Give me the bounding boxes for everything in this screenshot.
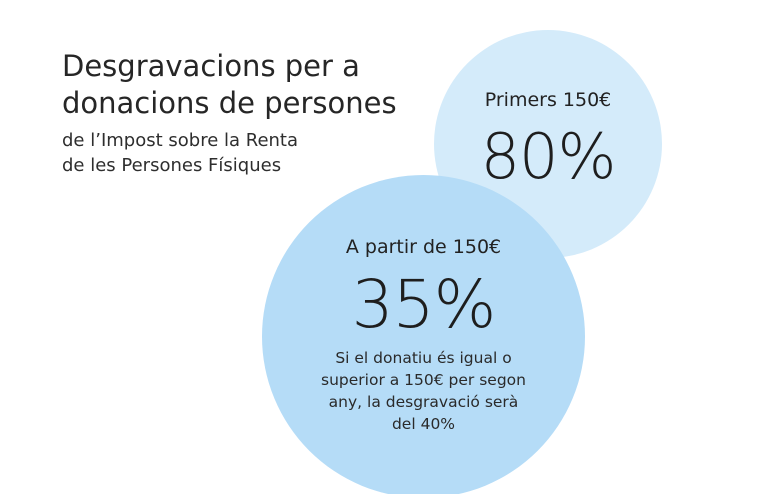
over-150-circle: A partir de 150€ 35% Si el donatiu és ig… bbox=[262, 175, 585, 494]
subtitle-line-1: de l’Impost sobre la Renta bbox=[62, 130, 299, 151]
subtitle-line-2: de les Persones Físiques bbox=[62, 155, 282, 176]
note-line-2: superior a 150€ per segon bbox=[321, 371, 526, 389]
title-line-2: donacions de persones bbox=[62, 86, 397, 120]
over-150-percentage: 35% bbox=[351, 266, 497, 343]
repeat-donation-note: Si el donatiu és igual o superior a 150€… bbox=[312, 347, 535, 435]
first-150-label: Primers 150€ bbox=[484, 89, 612, 111]
page-subtitle: de l’Impost sobre la Renta de les Person… bbox=[62, 128, 392, 178]
note-line-1: Si el donatiu és igual o bbox=[335, 349, 512, 367]
page-title: Desgravacions per a donacions de persone… bbox=[62, 48, 422, 122]
over-150-label: A partir de 150€ bbox=[345, 236, 502, 258]
title-line-1: Desgravacions per a bbox=[62, 49, 360, 83]
note-line-3: any, la desgravació serà bbox=[328, 393, 519, 411]
note-line-4: del 40% bbox=[391, 415, 456, 433]
first-150-percentage: 80% bbox=[480, 120, 617, 193]
